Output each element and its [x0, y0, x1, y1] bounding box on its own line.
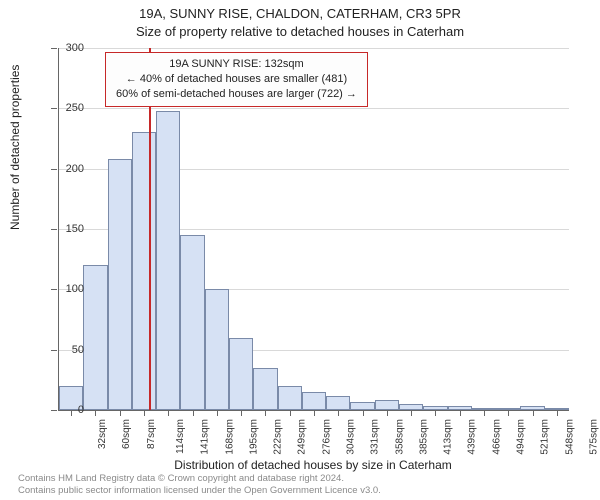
x-tick	[533, 410, 534, 416]
x-tick	[120, 410, 121, 416]
x-tick-label: 195sqm	[248, 419, 259, 455]
x-tick	[314, 410, 315, 416]
x-tick-label: 413sqm	[443, 419, 454, 455]
x-tick	[460, 410, 461, 416]
histogram-bar	[108, 159, 132, 410]
x-axis-label: Distribution of detached houses by size …	[58, 458, 568, 472]
y-tick-label: 200	[66, 163, 84, 175]
x-tick	[95, 410, 96, 416]
x-tick	[508, 410, 509, 416]
y-axis-label: Number of detached properties	[8, 65, 22, 230]
x-tick-label: 168sqm	[224, 419, 235, 455]
y-tick	[51, 169, 57, 170]
histogram-bar	[180, 235, 204, 410]
y-tick-label: 50	[72, 344, 84, 356]
x-tick-label: 466sqm	[491, 419, 502, 455]
info-line-1: 19A SUNNY RISE: 132sqm	[169, 58, 303, 70]
histogram-bar	[156, 111, 180, 410]
x-tick-label: 385sqm	[418, 419, 429, 455]
x-tick-label: 548sqm	[564, 419, 575, 455]
x-tick-label: 222sqm	[273, 419, 284, 455]
histogram-bar	[205, 289, 229, 410]
x-tick	[144, 410, 145, 416]
y-tick	[51, 289, 57, 290]
chart-title: 19A, SUNNY RISE, CHALDON, CATERHAM, CR3 …	[0, 6, 600, 21]
x-tick-label: 304sqm	[346, 419, 357, 455]
x-tick	[411, 410, 412, 416]
x-tick-label: 32sqm	[97, 419, 108, 449]
x-tick	[387, 410, 388, 416]
histogram-bar	[132, 132, 156, 410]
x-tick-label: 439sqm	[467, 419, 478, 455]
y-tick	[51, 410, 57, 411]
histogram-bar	[83, 265, 107, 410]
footer-line-1: Contains HM Land Registry data © Crown c…	[18, 473, 344, 484]
property-info-box: 19A SUNNY RISE: 132sqm ← 40% of detached …	[105, 52, 368, 107]
histogram-bar	[278, 386, 302, 410]
histogram-bar	[375, 400, 399, 410]
x-tick-label: 494sqm	[516, 419, 527, 455]
x-tick-label: 575sqm	[588, 419, 599, 455]
x-tick	[435, 410, 436, 416]
x-tick-label: 249sqm	[297, 419, 308, 455]
x-tick	[193, 410, 194, 416]
x-tick	[557, 410, 558, 416]
info-line-3: 60% of semi-detached houses are larger (…	[116, 88, 357, 100]
x-tick	[484, 410, 485, 416]
y-tick-label: 0	[78, 404, 84, 416]
info-line-2: ← 40% of detached houses are smaller (48…	[126, 73, 347, 85]
x-tick-label: 87sqm	[146, 419, 157, 449]
x-tick-label: 331sqm	[370, 419, 381, 455]
grid-line	[59, 48, 569, 49]
x-tick	[265, 410, 266, 416]
x-tick-label: 114sqm	[175, 419, 186, 454]
histogram-bar	[302, 392, 326, 410]
y-tick-label: 300	[66, 42, 84, 54]
x-tick	[71, 410, 72, 416]
x-tick	[338, 410, 339, 416]
footer-line-2: Contains public sector information licen…	[18, 485, 381, 496]
grid-line	[59, 108, 569, 109]
x-tick-label: 276sqm	[321, 419, 332, 455]
x-tick	[290, 410, 291, 416]
y-tick	[51, 48, 57, 49]
y-tick	[51, 229, 57, 230]
y-tick-label: 150	[66, 223, 84, 235]
x-tick-label: 358sqm	[394, 419, 405, 455]
histogram-bar	[229, 338, 253, 410]
x-tick-label: 521sqm	[540, 419, 551, 455]
x-tick-label: 141sqm	[200, 419, 211, 455]
histogram-bar	[253, 368, 277, 410]
histogram-bar	[326, 396, 350, 410]
histogram-bar	[350, 402, 374, 410]
x-tick-label: 60sqm	[121, 419, 132, 449]
x-tick	[217, 410, 218, 416]
histogram-chart: 19A, SUNNY RISE, CHALDON, CATERHAM, CR3 …	[0, 0, 600, 500]
y-tick-label: 250	[66, 102, 84, 114]
x-tick	[363, 410, 364, 416]
x-tick	[168, 410, 169, 416]
footer-attribution: Contains HM Land Registry data © Crown c…	[18, 473, 381, 496]
y-tick	[51, 350, 57, 351]
x-tick	[241, 410, 242, 416]
y-tick	[51, 108, 57, 109]
chart-subtitle: Size of property relative to detached ho…	[0, 24, 600, 39]
y-tick-label: 100	[66, 283, 84, 295]
